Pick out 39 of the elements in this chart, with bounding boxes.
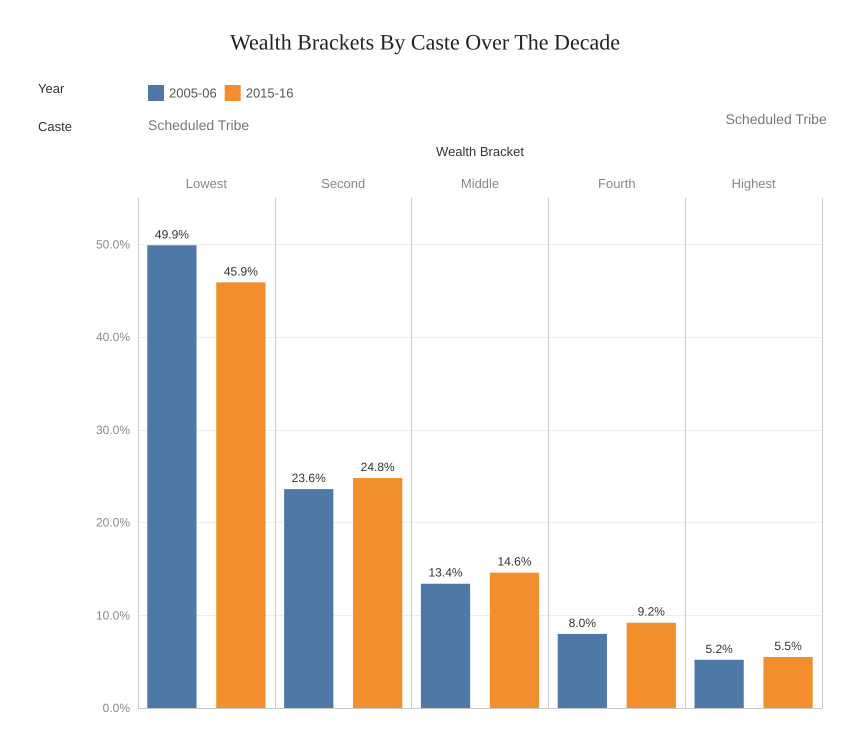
data-label: 5.5% [774,639,802,653]
x-tick-label: Second [321,176,366,191]
y-tick-label: 10.0% [96,608,130,622]
data-label: 23.6% [292,471,326,486]
bar [694,660,744,708]
y-tick-label: 0.0% [102,701,130,715]
legend-label: 2005-06 [169,86,217,100]
data-label: 8.0% [568,616,596,630]
bar [490,572,540,708]
data-label: 49.9% [154,227,190,242]
y-tick-label: 50.0% [96,237,130,252]
chart-title: Wealth Brackets By Caste Over The Decade [230,30,620,54]
y-tick-label: 40.0% [96,330,130,344]
legend-label: 2015-16 [246,86,294,100]
bar [216,282,266,708]
x-tick-label: Lowest [186,176,228,191]
data-label: 24.8% [360,460,396,474]
data-label: 9.2% [638,604,666,619]
bar [420,584,470,708]
x-tick-label: Middle [460,176,500,191]
data-label: 45.9% [224,264,258,278]
data-label: 14.6% [497,554,532,569]
bar [626,622,676,708]
bar [284,489,334,708]
bar [353,478,402,708]
x-tick-label: Highest [732,176,776,191]
text: Scheduled Tribe [726,111,827,127]
data-label: 13.4% [428,566,463,580]
x-tick-label: Fourth [598,176,636,191]
y-tick-label: 30.0% [96,422,130,437]
text: Caste [38,119,72,134]
bar [763,657,813,708]
legend-title: Year [38,81,65,96]
x-axis-title: Wealth Bracket [436,144,524,159]
y-tick-label: 20.0% [96,516,130,530]
text: Scheduled Tribe [148,117,250,133]
bar [147,245,197,708]
bar [558,634,607,708]
data-label: 5.2% [705,642,734,656]
